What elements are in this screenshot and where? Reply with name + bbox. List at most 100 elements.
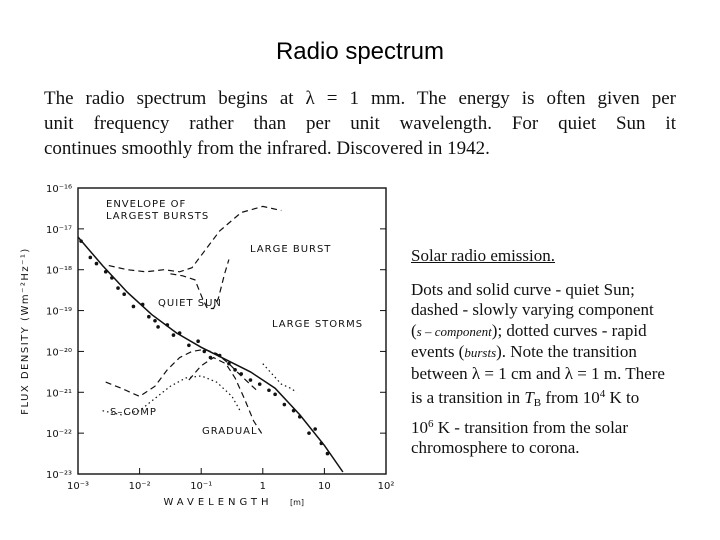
caption-line-1: Dots and solid curve - quiet Sun; [411, 279, 635, 299]
quiet-sun-curve [77, 236, 344, 473]
plot-frame [77, 187, 387, 475]
quiet-sun-dot [116, 286, 120, 290]
annotation-envelope-1: ENVELOPE OF [106, 199, 186, 210]
caption-text: K - transition from the solar [433, 417, 629, 437]
quiet-sun-dot [233, 368, 237, 372]
caption-heading: Solar radio emission. [411, 246, 556, 265]
quiet-sun-dot [297, 415, 302, 419]
quiet-sun-dot [131, 304, 136, 309]
y-tick-label: 10⁻²³ [46, 470, 72, 481]
quiet-sun-dot [88, 255, 93, 260]
x-axis: 10⁻³ 10⁻² 10⁻¹ 1 10 10² [67, 468, 394, 492]
y-tick-label: 10⁻¹⁶ [46, 184, 72, 195]
x-tick-label: 10² [378, 481, 395, 492]
quiet-sun-dot [217, 353, 222, 358]
envelope-largest-bursts-curve [108, 205, 282, 273]
caption-text: 10 [411, 417, 428, 437]
caption-superscript: 6 [428, 417, 434, 430]
quiet-sun-dot [325, 451, 330, 456]
curves [77, 205, 344, 473]
caption-text: events ( [411, 342, 465, 361]
quiet-sun-dot [208, 355, 213, 360]
caption-text: from [541, 388, 583, 407]
annotation-quiet-sun: QUIET SUN [158, 298, 222, 309]
caption-line-6: is a transition in TB from 104 K to [411, 384, 711, 414]
s-comp-curve [105, 348, 258, 398]
quiet-sun-dot [196, 339, 200, 344]
rapid-events-curve [262, 363, 298, 393]
quiet-sun-dot [122, 292, 126, 297]
quiet-sun-dot [227, 361, 231, 366]
y-tick-label: 10⁻¹⁹ [46, 307, 72, 318]
x-axis-label: WAVELENGTH [163, 497, 272, 508]
large-burst-curve [170, 259, 230, 310]
annotation-large-burst: LARGE BURST [250, 244, 331, 255]
slide-title: Radio spectrum [275, 38, 445, 65]
quiet-sun-dot [291, 408, 296, 413]
caption-text: 10 [582, 388, 600, 407]
quiet-sun-dot [165, 323, 170, 327]
annotation-large-storms: LARGE STORMS [272, 319, 363, 330]
y-tick-label: 10⁻²⁰ [46, 347, 72, 358]
caption-line-8: chromosphere to corona. [411, 438, 580, 457]
x-tick-label: 10⁻² [129, 481, 151, 492]
large-storms-curve [188, 356, 264, 436]
y-axis: 10⁻¹⁶ 10⁻¹⁷ 10⁻¹⁸ 10⁻¹⁹ 10⁻²⁰ 10⁻²¹ 10⁻²² 10⁻²³ [46, 184, 386, 481]
quiet-sun-dot [307, 431, 311, 435]
caption-line-3: (s – component); dotted curves - rapid [411, 321, 711, 343]
quiet-sun-dot [147, 314, 151, 319]
data-dots [79, 239, 330, 456]
chart-svg: 10⁻¹⁶ 10⁻¹⁷ 10⁻¹⁸ 10⁻¹⁹ 10⁻²⁰ 10⁻²¹ 10⁻²² 10⁻²³… [20, 184, 394, 508]
quiet-sun-dot [248, 378, 253, 382]
quiet-sun-dot [257, 382, 262, 386]
caption-text: ). Note the transition [496, 342, 637, 361]
y-tick-label: 10⁻²¹ [46, 388, 72, 399]
x-tick-label: 10⁻³ [67, 481, 89, 492]
quiet-sun-dot [79, 239, 83, 243]
quiet-sun-dot [273, 392, 277, 397]
quiet-sun-dot [103, 269, 108, 274]
quiet-sun-dot [267, 388, 271, 393]
intro-paragraph: The radio spectrum begins at λ = 1 mm. T… [44, 86, 676, 161]
quiet-sun-dot [319, 441, 324, 446]
x-tick-label: 10⁻¹ [190, 481, 212, 492]
caption-math: s – component [416, 323, 492, 339]
annotation-gradual: GRADUAL [202, 426, 258, 437]
quiet-sun-dot [177, 331, 182, 335]
intro-line-2: unit frequency rather than per unit wave… [44, 113, 676, 134]
caption-text: is a transition in [411, 388, 525, 407]
annotation-s-comp: S–COMP [110, 407, 157, 418]
caption-line-4: events (bursts). Note the transition [411, 342, 711, 364]
annotation-envelope-2: LARGEST BURSTS [106, 211, 209, 222]
caption-subscript: B [533, 397, 542, 409]
caption-text: K to [605, 388, 640, 407]
quiet-sun-dot [171, 333, 176, 337]
y-axis-label: FLUX DENSITY (Wm⁻²Hz⁻¹) [20, 247, 31, 415]
quiet-sun-dot [156, 325, 160, 329]
caption-text: ( [411, 320, 417, 340]
quiet-sun-dot [110, 276, 114, 280]
quiet-sun-dot [153, 318, 157, 323]
y-tick-label: 10⁻¹⁷ [46, 225, 72, 236]
intro-line-3: continues smoothly from the infrared. Di… [44, 138, 490, 159]
caption-line-5: between λ = 1 cm and λ = 1 m. There [411, 363, 665, 383]
x-axis-unit: [m] [290, 498, 304, 507]
solar-radio-chart: 10⁻¹⁶ 10⁻¹⁷ 10⁻¹⁸ 10⁻¹⁹ 10⁻²⁰ 10⁻²¹ 10⁻²² 10⁻²³… [0, 175, 410, 515]
figure-caption: Solar radio emission. Dots and solid cur… [411, 246, 711, 459]
quiet-sun-dot [140, 302, 145, 307]
quiet-sun-dot [239, 372, 244, 376]
intro-line-1: The radio spectrum begins at λ = 1 mm. T… [44, 88, 676, 109]
quiet-sun-dot [313, 427, 317, 431]
caption-math: T [524, 388, 534, 407]
x-tick-label: 1 [260, 481, 266, 492]
gradual-curve [102, 375, 242, 416]
y-tick-label: 10⁻²² [46, 429, 72, 440]
quiet-sun-dot [94, 261, 99, 266]
caption-line-7: 106 K - transition from the solar [411, 414, 711, 439]
y-tick-label: 10⁻¹⁸ [46, 266, 72, 277]
caption-text: ); dotted curves - rapid [491, 320, 647, 340]
quiet-sun-dot [187, 343, 191, 348]
caption-math: bursts [464, 345, 497, 360]
caption-line-2: dashed - slowly varying component [411, 300, 654, 319]
quiet-sun-dot [202, 349, 207, 354]
